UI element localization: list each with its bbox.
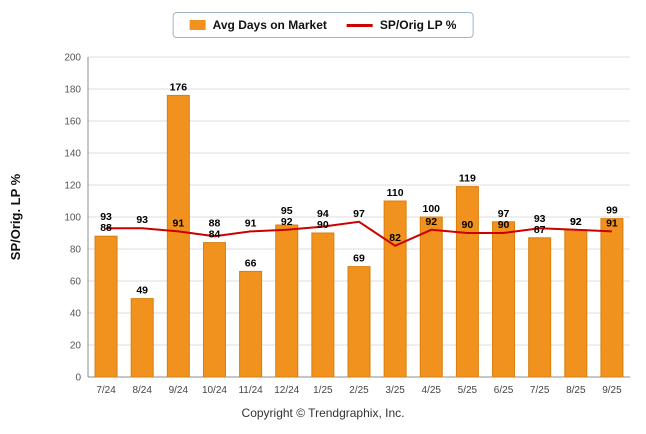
bar-series-swatch-icon: [189, 20, 206, 30]
x-tick-label: 6/25: [494, 385, 514, 396]
x-tick-label: 11/24: [238, 385, 263, 396]
line-value-label: 93: [136, 214, 148, 226]
legend-item-line: SP/Orig LP %: [346, 18, 457, 32]
x-tick-label: 12/24: [274, 385, 299, 396]
bar: [419, 216, 443, 378]
bar-value-label: 110: [387, 187, 404, 199]
line-value-label: 92: [570, 216, 582, 228]
line-value-label: 92: [281, 216, 293, 228]
x-tick-label: 7/25: [530, 385, 550, 396]
bar: [275, 224, 299, 378]
bar-series-label: Avg Days on Market: [212, 18, 327, 32]
line-series-swatch-icon: [346, 23, 373, 27]
x-tick-label: 1/25: [313, 385, 333, 396]
bar-value-label: 119: [459, 173, 476, 185]
line-value-label: 90: [462, 219, 474, 231]
line-value-label: 92: [425, 216, 437, 228]
bar-value-label: 95: [281, 205, 293, 217]
y-tick-label: 120: [64, 181, 81, 192]
bar: [202, 242, 226, 378]
bar: [600, 218, 624, 378]
bar: [455, 186, 479, 378]
x-tick-label: 2/25: [349, 385, 369, 396]
bar: [347, 266, 371, 378]
x-tick-label: 8/24: [132, 385, 152, 396]
bar-value-label: 90: [317, 219, 329, 231]
line-value-label: 82: [389, 232, 401, 244]
bar-value-label: 92: [570, 216, 582, 228]
bar-value-label: 66: [245, 257, 257, 269]
y-tick-label: 180: [64, 85, 81, 96]
line-value-label: 90: [498, 219, 510, 231]
bar-value-label: 88: [100, 222, 112, 234]
bar-value-label: 99: [606, 205, 618, 217]
bar: [528, 237, 552, 378]
x-tick-label: 9/24: [169, 385, 189, 396]
copyright-text: Copyright © Trendgraphix, Inc.: [241, 406, 405, 420]
line-series-label: SP/Orig LP %: [379, 18, 457, 32]
legend: Avg Days on Market SP/Orig LP %: [172, 12, 474, 38]
y-tick-label: 60: [70, 277, 82, 288]
x-tick-label: 8/25: [566, 385, 586, 396]
legend-item-bar: Avg Days on Market: [189, 18, 327, 32]
bar-value-label: 69: [353, 253, 365, 265]
line-value-label: 93: [100, 211, 112, 223]
bar: [564, 229, 588, 378]
x-tick-label: 4/25: [422, 385, 442, 396]
trend-line: [106, 220, 612, 247]
bar: [492, 221, 516, 378]
bar-value-label: 97: [498, 208, 510, 220]
line-value-label: 88: [209, 218, 221, 230]
bar-value-label: 49: [136, 285, 148, 297]
x-tick-label: 9/25: [602, 385, 622, 396]
bar: [130, 298, 154, 378]
x-tick-label: 5/25: [458, 385, 478, 396]
bar-value-label: 100: [423, 203, 441, 215]
bar-value-label: 84: [209, 229, 221, 241]
x-tick-label: 10/24: [202, 385, 227, 396]
y-tick-label: 40: [70, 309, 82, 320]
line-value-label: 93: [534, 213, 546, 225]
bar-value-label: 87: [534, 224, 546, 236]
x-tick-label: 3/25: [385, 385, 405, 396]
line-value-label: 91: [245, 217, 257, 229]
y-axis-title: SP/Orig. LP %: [8, 173, 23, 260]
y-tick-label: 200: [64, 53, 81, 64]
y-tick-label: 140: [64, 149, 81, 160]
x-tick-label: 7/24: [96, 385, 116, 396]
y-tick-label: 20: [70, 341, 82, 352]
y-tick-label: 100: [64, 213, 81, 224]
bar: [383, 200, 407, 378]
line-value-label: 91: [606, 217, 618, 229]
bar-value-label: 176: [170, 81, 188, 93]
bar: [94, 235, 118, 378]
bar: [239, 270, 263, 378]
bar: [166, 94, 190, 378]
line-value-label: 94: [317, 208, 329, 220]
y-tick-label: 160: [64, 117, 81, 128]
line-value-label: 91: [172, 217, 184, 229]
y-tick-label: 0: [75, 373, 81, 384]
line-value-label: 97: [353, 208, 365, 220]
bar: [311, 232, 335, 378]
y-tick-label: 80: [70, 245, 82, 256]
